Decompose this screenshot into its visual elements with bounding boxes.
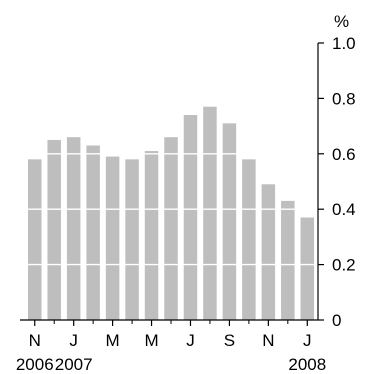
- gridlines-group: [20, 97, 318, 266]
- y-axis-unit-label: %: [334, 12, 349, 31]
- bar: [144, 151, 159, 320]
- bar: [222, 123, 237, 320]
- x-tick-label: J: [69, 331, 78, 350]
- y-tick-labels-group: 0 0.2 0.4 0.6 0.8 1.0: [318, 34, 356, 330]
- bar: [300, 217, 315, 320]
- bar: [242, 159, 256, 320]
- x-tick-label: M: [106, 331, 120, 350]
- x-year-label: 2007: [55, 355, 93, 374]
- x-tick-label: M: [144, 331, 158, 350]
- x-tick-label: J: [303, 331, 312, 350]
- y-tick-label: 0: [332, 311, 341, 330]
- y-tick-label: 0.8: [332, 89, 356, 108]
- bar: [28, 159, 42, 320]
- bar: [203, 106, 217, 321]
- x-tick-labels-group: N J M M J S N J 2006 2007 2008: [16, 320, 326, 374]
- x-year-label: 2008: [288, 355, 326, 374]
- y-tick-label: 0.2: [332, 256, 356, 275]
- bar: [66, 137, 81, 320]
- x-year-label: 2006: [16, 355, 54, 374]
- bar: [86, 145, 100, 320]
- bar: [125, 159, 139, 320]
- bar: [281, 200, 295, 320]
- y-tick-label: 0.4: [332, 200, 356, 219]
- y-tick-label: 0.6: [332, 145, 356, 164]
- x-tick-label: N: [29, 331, 41, 350]
- bars-group: [28, 106, 315, 321]
- bar: [47, 139, 61, 320]
- x-tick-label: J: [186, 331, 195, 350]
- y-tick-label: 1.0: [332, 34, 356, 53]
- bar: [164, 137, 178, 320]
- x-tick-label: S: [224, 331, 235, 350]
- x-tick-label: N: [262, 331, 274, 350]
- bar: [183, 115, 198, 321]
- bar: [105, 156, 120, 320]
- bar: [261, 184, 276, 320]
